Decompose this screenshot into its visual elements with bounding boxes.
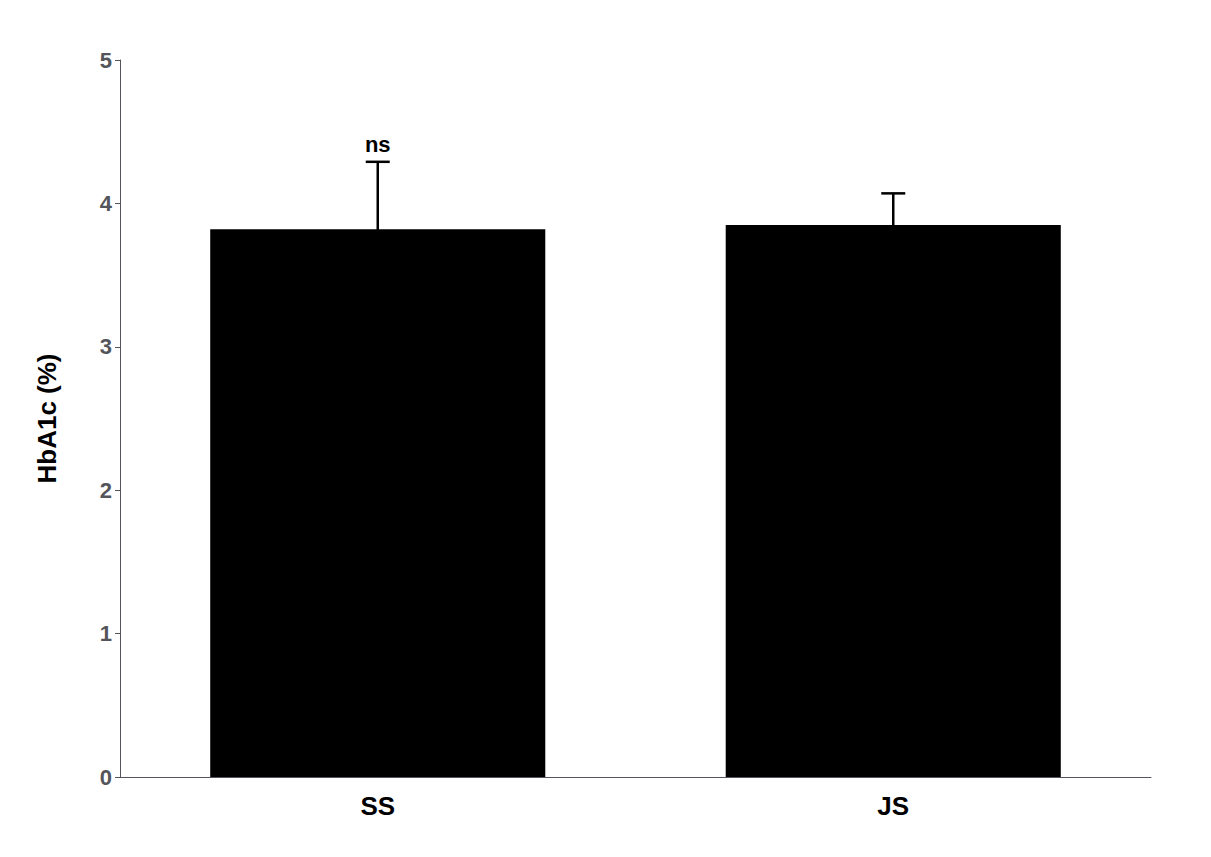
svg-text:JS: JS xyxy=(877,791,909,821)
svg-text:SS: SS xyxy=(360,791,395,821)
svg-text:HbA1c (%): HbA1c (%) xyxy=(32,353,62,483)
svg-text:4: 4 xyxy=(100,191,113,216)
svg-text:1: 1 xyxy=(100,621,112,646)
svg-text:3: 3 xyxy=(100,334,112,359)
svg-text:2: 2 xyxy=(100,478,112,503)
svg-text:ns: ns xyxy=(365,132,391,157)
svg-text:0: 0 xyxy=(100,765,112,790)
svg-text:5: 5 xyxy=(100,48,112,73)
